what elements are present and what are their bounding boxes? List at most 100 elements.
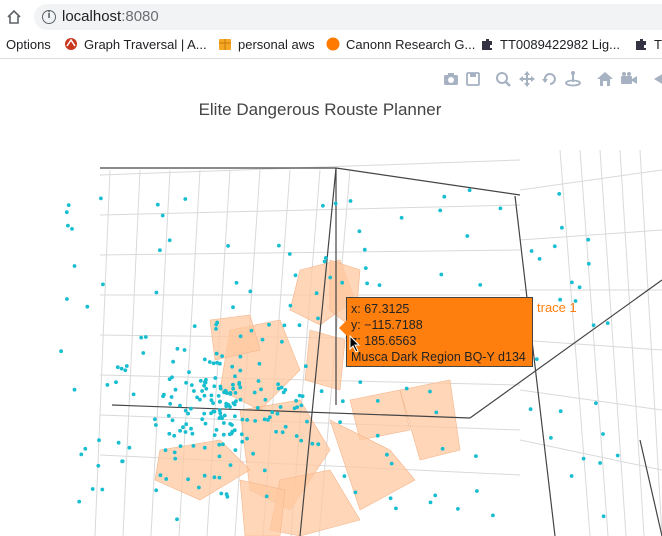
- star-point[interactable]: [212, 475, 217, 480]
- star-point[interactable]: [184, 422, 189, 427]
- star-point[interactable]: [223, 388, 228, 393]
- star-point[interactable]: [438, 208, 443, 213]
- star-point[interactable]: [570, 280, 574, 285]
- star-point[interactable]: [164, 477, 169, 481]
- star-point[interactable]: [192, 324, 197, 328]
- star-point[interactable]: [167, 377, 172, 382]
- hover-icon[interactable]: [650, 70, 662, 88]
- turntable-icon[interactable]: [564, 70, 582, 88]
- star-point[interactable]: [377, 283, 382, 287]
- bookmark-tt0089422982[interactable]: TT0089422982 Lig...: [480, 37, 620, 52]
- star-point[interactable]: [192, 389, 196, 393]
- star-point[interactable]: [214, 327, 218, 331]
- star-point[interactable]: [394, 506, 398, 511]
- url-text[interactable]: localhost:8080: [62, 8, 159, 25]
- star-point[interactable]: [277, 243, 281, 248]
- star-point[interactable]: [171, 359, 176, 364]
- star-point[interactable]: [175, 346, 180, 351]
- star-point[interactable]: [234, 280, 239, 285]
- star-point[interactable]: [215, 360, 219, 365]
- star-point[interactable]: [280, 339, 284, 344]
- star-point[interactable]: [226, 244, 231, 248]
- star-point[interactable]: [175, 517, 179, 522]
- star-point[interactable]: [59, 349, 63, 354]
- pan-icon[interactable]: [518, 70, 536, 88]
- star-point[interactable]: [105, 383, 110, 387]
- star-point[interactable]: [560, 225, 564, 230]
- star-point[interactable]: [212, 409, 217, 414]
- star-point[interactable]: [218, 399, 222, 404]
- star-point[interactable]: [314, 291, 319, 296]
- star-point[interactable]: [245, 436, 249, 441]
- star-point[interactable]: [295, 405, 300, 409]
- star-point[interactable]: [558, 409, 563, 414]
- star-point[interactable]: [231, 401, 236, 405]
- star-point[interactable]: [197, 485, 201, 490]
- star-point[interactable]: [348, 199, 353, 203]
- star-point[interactable]: [228, 422, 233, 426]
- star-point[interactable]: [263, 397, 268, 402]
- star-point[interactable]: [233, 414, 237, 419]
- star-point[interactable]: [365, 281, 369, 286]
- star-point[interactable]: [528, 407, 533, 412]
- home-icon[interactable]: [6, 9, 22, 25]
- star-point[interactable]: [274, 429, 278, 434]
- star-point[interactable]: [173, 387, 178, 392]
- star-point[interactable]: [399, 215, 404, 220]
- star-point[interactable]: [115, 365, 120, 370]
- bookmark-graph-traversal[interactable]: Graph Traversal | A...: [64, 37, 207, 52]
- star-point[interactable]: [264, 494, 269, 499]
- star-point[interactable]: [363, 266, 368, 270]
- star-point[interactable]: [303, 364, 308, 369]
- star-point[interactable]: [549, 436, 553, 440]
- star-point[interactable]: [259, 387, 263, 392]
- star-point[interactable]: [293, 273, 298, 278]
- star-point[interactable]: [358, 380, 363, 384]
- star-point[interactable]: [294, 398, 298, 403]
- star-point[interactable]: [222, 413, 227, 418]
- star-point[interactable]: [123, 368, 128, 373]
- star-point[interactable]: [162, 392, 166, 397]
- star-point[interactable]: [557, 192, 562, 196]
- star-point[interactable]: [316, 442, 321, 447]
- star-point[interactable]: [288, 303, 293, 308]
- star-point[interactable]: [231, 386, 236, 391]
- camera-icon[interactable]: [442, 70, 460, 88]
- star-point[interactable]: [252, 390, 257, 395]
- star-point[interactable]: [224, 404, 229, 409]
- star-point[interactable]: [305, 419, 309, 424]
- star-point[interactable]: [202, 473, 207, 478]
- star-point[interactable]: [64, 210, 69, 215]
- star-point[interactable]: [233, 448, 238, 452]
- star-point[interactable]: [433, 493, 438, 498]
- star-point[interactable]: [183, 430, 188, 434]
- star-point[interactable]: [498, 206, 503, 211]
- star-point[interactable]: [158, 248, 162, 253]
- star-point[interactable]: [262, 468, 267, 473]
- star-point[interactable]: [299, 403, 304, 408]
- star-point[interactable]: [172, 433, 177, 438]
- star-point[interactable]: [90, 487, 95, 491]
- star-point[interactable]: [211, 401, 216, 405]
- star-point[interactable]: [217, 442, 222, 447]
- star-point[interactable]: [234, 399, 238, 404]
- star-point[interactable]: [267, 322, 271, 327]
- star-point[interactable]: [232, 428, 237, 433]
- star-point[interactable]: [321, 203, 325, 208]
- star-point[interactable]: [189, 383, 194, 387]
- orbit-icon[interactable]: [541, 70, 559, 88]
- star-point[interactable]: [116, 440, 121, 445]
- video-camera-icon[interactable]: [620, 70, 638, 88]
- star-point[interactable]: [240, 439, 245, 444]
- star-point[interactable]: [70, 227, 74, 231]
- star-point[interactable]: [569, 474, 574, 478]
- star-point[interactable]: [183, 408, 188, 413]
- star-point[interactable]: [203, 421, 208, 426]
- star-point[interactable]: [72, 387, 77, 392]
- star-point[interactable]: [260, 337, 265, 342]
- star-point[interactable]: [253, 419, 258, 423]
- url-field[interactable]: i localhost:8080: [34, 4, 662, 30]
- save-icon[interactable]: [464, 70, 482, 88]
- star-point[interactable]: [166, 413, 171, 418]
- star-point[interactable]: [605, 321, 610, 325]
